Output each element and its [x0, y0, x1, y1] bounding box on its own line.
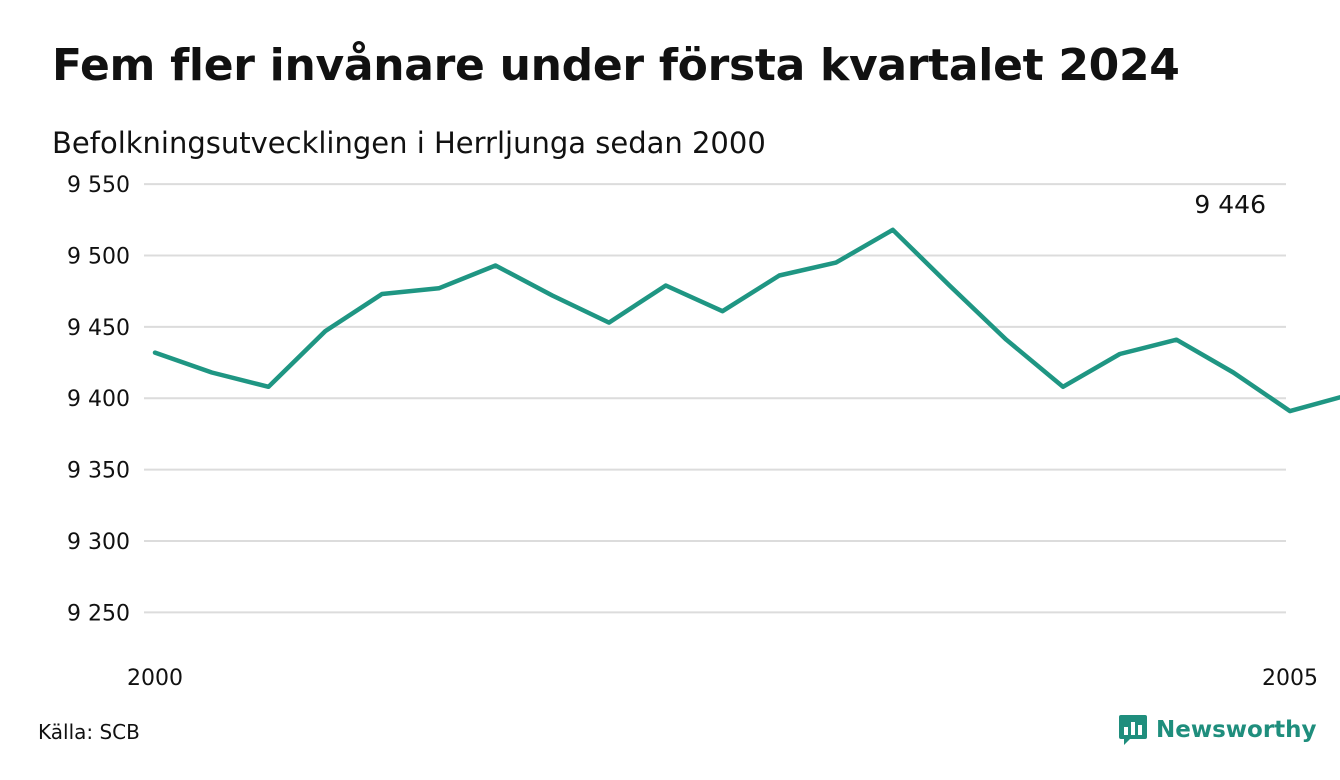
data-point: [1004, 338, 1008, 342]
brand-logo: Newsworthy: [1118, 712, 1317, 748]
y-tick-label: 9 300: [67, 530, 130, 555]
y-axis-ticks: 9 250 9 300 9 350 9 400 9 450 9 500 9 550: [67, 173, 130, 626]
brand-name: Newsworthy: [1156, 717, 1317, 743]
data-point: [550, 293, 554, 297]
data-point: [153, 350, 157, 354]
line-chart: 9 250 9 300 9 350 9 400 9 450 9 500 9 550 2000…: [67, 173, 1340, 691]
x-axis-ticks: 20002005201020152020: [127, 666, 1318, 691]
data-point: [664, 283, 668, 287]
data-point: [777, 273, 781, 277]
data-point: [607, 320, 611, 324]
source-note: Källa: SCB: [38, 720, 140, 744]
data-point: [947, 283, 951, 287]
data-point: [1288, 409, 1292, 413]
series-line: [152, 227, 1340, 414]
data-point: [266, 385, 270, 389]
data-point: [493, 263, 497, 267]
chart-subtitle: Befolkningsutvecklingen i Herrljunga sed…: [52, 126, 766, 160]
y-tick-label: 9 350: [67, 459, 130, 484]
series-layer: [152, 227, 1340, 414]
x-tick-label: 2005: [1262, 666, 1318, 691]
data-point: [437, 286, 441, 290]
x-tick-label: 2000: [127, 666, 183, 691]
data-point: [1174, 338, 1178, 342]
end-value-label: 9 446: [1194, 190, 1266, 219]
data-point: [210, 370, 214, 374]
data-point: [1118, 352, 1122, 356]
data-point: [834, 260, 838, 264]
y-tick-label: 9 250: [67, 601, 130, 626]
bar-chart-speech-icon: [1119, 715, 1147, 745]
y-tick-label: 9 400: [67, 387, 130, 412]
data-point: [380, 292, 384, 296]
data-point: [1231, 370, 1235, 374]
chart-title: Fem fler invånare under första kvartalet…: [52, 40, 1180, 91]
y-tick-label: 9 450: [67, 316, 130, 341]
data-point: [891, 228, 895, 232]
end-label-layer: 9 446: [1194, 190, 1266, 219]
data-point: [1061, 385, 1065, 389]
data-point: [323, 329, 327, 333]
data-point: [720, 309, 724, 313]
y-tick-label: 9 550: [67, 173, 130, 198]
y-tick-label: 9 500: [67, 245, 130, 270]
gridlines: [144, 183, 1286, 614]
